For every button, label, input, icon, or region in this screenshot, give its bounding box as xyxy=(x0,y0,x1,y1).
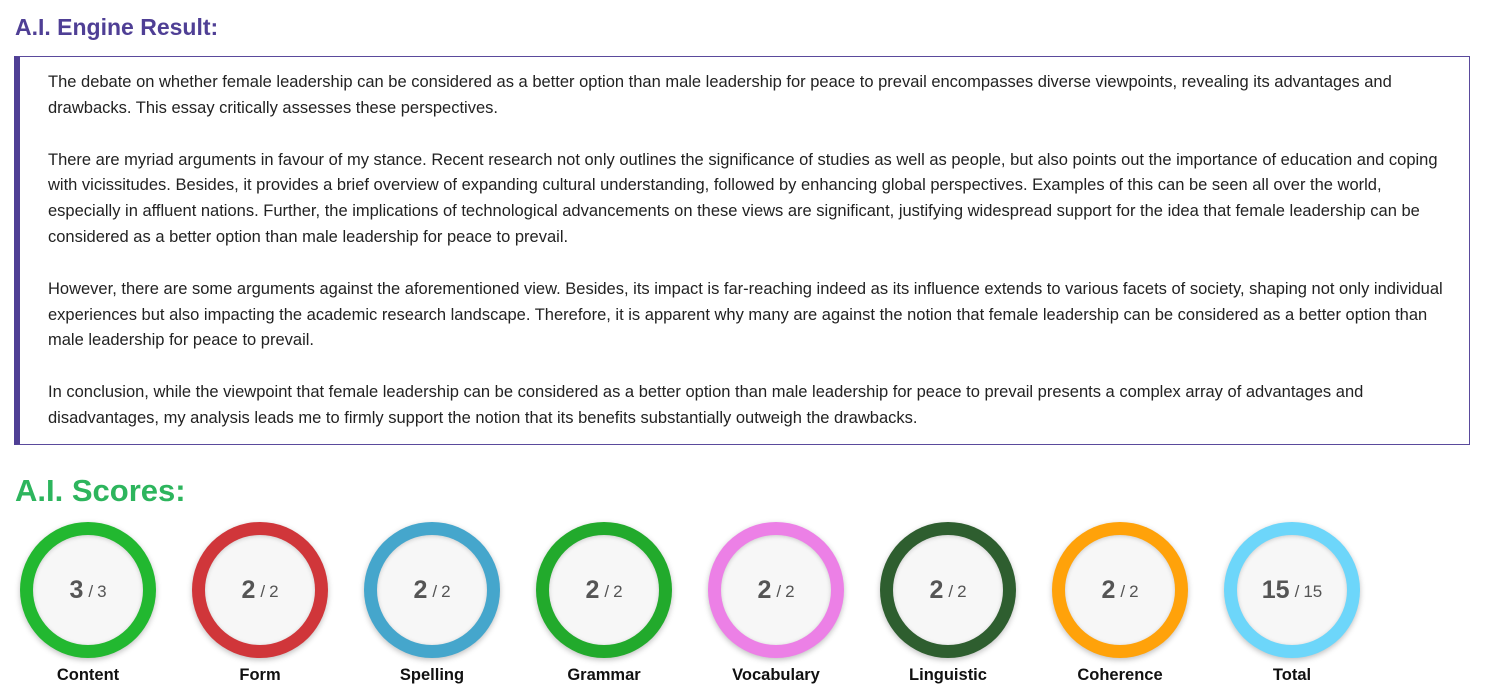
score-separator: / xyxy=(604,582,610,601)
score-value: 2 xyxy=(757,575,772,604)
score-separator: / xyxy=(88,582,94,601)
score-grammar: 2/2 Grammar xyxy=(529,522,679,692)
score-separator: / xyxy=(260,582,266,601)
score-ring: 2/2 xyxy=(880,522,1016,658)
score-label: Spelling xyxy=(399,666,465,684)
score-ring: 2/2 xyxy=(364,522,500,658)
scores-heading: A.I. Scores: xyxy=(15,473,186,508)
score-form: 2/2 Form xyxy=(185,522,335,692)
score-ring: 2/2 xyxy=(536,522,672,658)
score-separator: / xyxy=(948,582,954,601)
score-content: 3/3 Content xyxy=(13,522,163,692)
score-ring: 3/3 xyxy=(20,522,156,658)
score-max: 2 xyxy=(785,582,795,601)
engine-result-heading: A.I. Engine Result: xyxy=(15,14,219,40)
score-label: Form xyxy=(239,666,281,684)
score-readout: 2/2 xyxy=(205,535,315,645)
score-separator: / xyxy=(1120,582,1126,601)
score-max: 3 xyxy=(97,582,107,601)
score-max: 2 xyxy=(1129,582,1139,601)
essay-paragraph-conclusion: In conclusion, while the viewpoint that … xyxy=(48,383,1364,427)
score-coherence: 2/2 Coherence xyxy=(1045,522,1195,692)
score-total: 15/15 Total xyxy=(1217,522,1367,692)
score-readout: 2/2 xyxy=(721,535,831,645)
score-readout: 15/15 xyxy=(1237,535,1347,645)
score-value: 2 xyxy=(585,575,600,604)
score-value: 2 xyxy=(241,575,256,604)
essay-paragraph-body-1: There are myriad arguments in favour of … xyxy=(48,150,1438,246)
essay-result-box: The debate on whether female leadership … xyxy=(14,56,1470,445)
score-vocabulary: 2/2 Vocabulary xyxy=(701,522,851,692)
score-readout: 2/2 xyxy=(1065,535,1175,645)
score-readout: 3/3 xyxy=(33,535,143,645)
score-label: Vocabulary xyxy=(732,666,820,684)
score-max: 2 xyxy=(269,582,279,601)
score-value: 2 xyxy=(413,575,428,604)
score-label: Total xyxy=(1272,666,1312,684)
essay-paragraph-body-2: However, there are some arguments agains… xyxy=(48,279,1443,350)
score-label: Content xyxy=(56,666,120,684)
score-max: 15 xyxy=(1303,582,1323,601)
score-separator: / xyxy=(432,582,438,601)
score-separator: / xyxy=(1294,582,1300,601)
score-ring: 2/2 xyxy=(1052,522,1188,658)
score-readout: 2/2 xyxy=(549,535,659,645)
score-value: 3 xyxy=(69,575,84,604)
score-separator: / xyxy=(776,582,782,601)
score-ring: 2/2 xyxy=(708,522,844,658)
score-linguistic: 2/2 Linguistic xyxy=(873,522,1023,692)
score-readout: 2/2 xyxy=(377,535,487,645)
score-readout: 2/2 xyxy=(893,535,1003,645)
score-max: 2 xyxy=(957,582,967,601)
score-label: Grammar xyxy=(567,666,641,684)
score-spelling: 2/2 Spelling xyxy=(357,522,507,692)
score-value: 2 xyxy=(1101,575,1116,604)
score-max: 2 xyxy=(613,582,623,601)
score-value: 15 xyxy=(1261,575,1290,604)
score-ring: 15/15 xyxy=(1224,522,1360,658)
score-value: 2 xyxy=(929,575,944,604)
score-label: Linguistic xyxy=(909,666,987,684)
score-label: Coherence xyxy=(1077,666,1163,684)
essay-paragraph-intro: The debate on whether female leadership … xyxy=(48,73,1392,117)
score-ring: 2/2 xyxy=(192,522,328,658)
score-max: 2 xyxy=(441,582,451,601)
